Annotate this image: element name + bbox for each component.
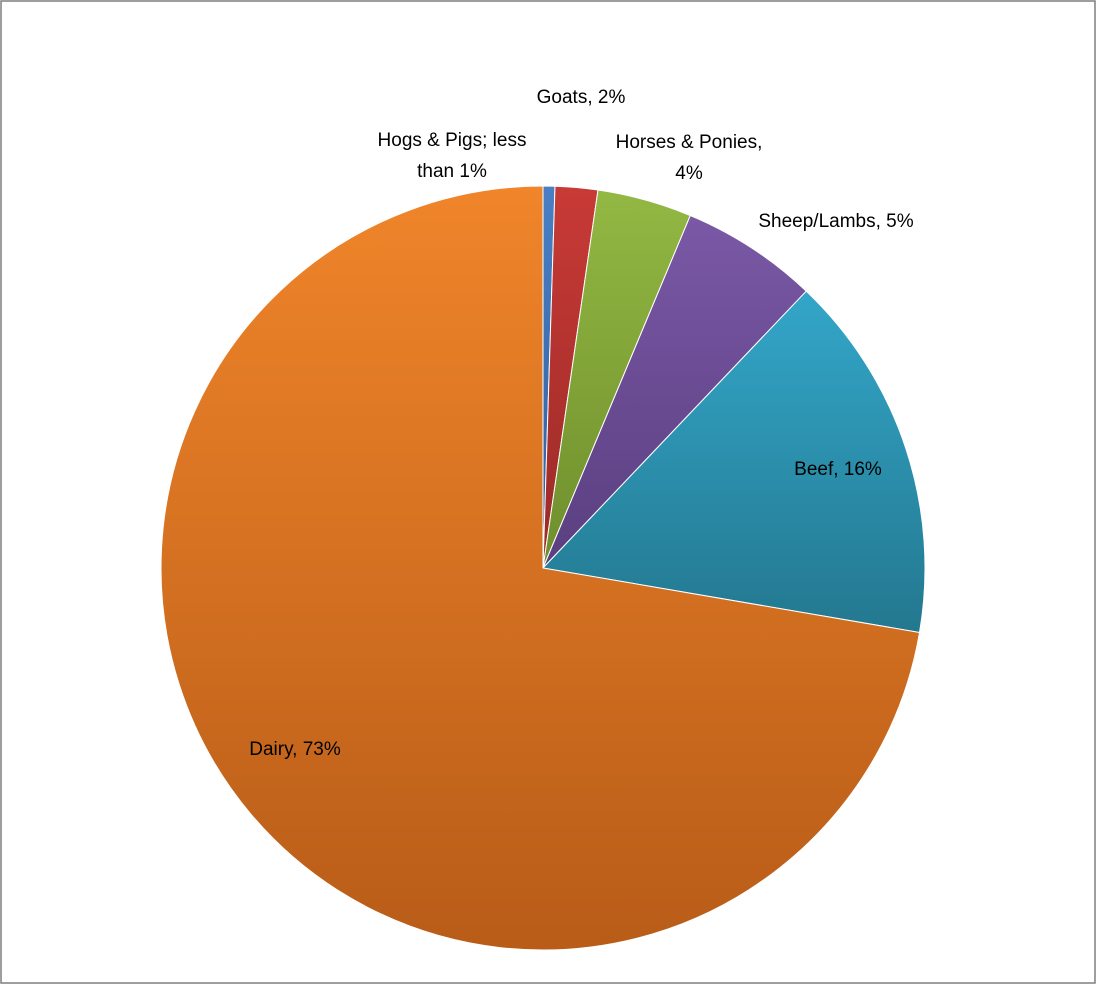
slice-label-goats: Goats, 2%: [537, 87, 626, 108]
slice-label-line: Beef, 16%: [794, 459, 882, 480]
slice-label-line: Goats, 2%: [537, 87, 626, 108]
slice-label-line: Dairy, 73%: [249, 739, 341, 760]
slice-label-line: Sheep/Lambs, 5%: [758, 211, 913, 232]
slice-label-sheep-lambs: Sheep/Lambs, 5%: [758, 211, 913, 232]
slice-label-line: Horses & Ponies,: [616, 132, 763, 153]
slice-label-dairy: Dairy, 73%: [249, 739, 341, 760]
slice-label-line: 4%: [675, 163, 703, 184]
slice-label-line: Hogs & Pigs; less: [378, 130, 527, 151]
pie-slices: [161, 186, 925, 950]
slice-label-line: than 1%: [417, 161, 487, 182]
slice-label-beef: Beef, 16%: [794, 459, 882, 480]
